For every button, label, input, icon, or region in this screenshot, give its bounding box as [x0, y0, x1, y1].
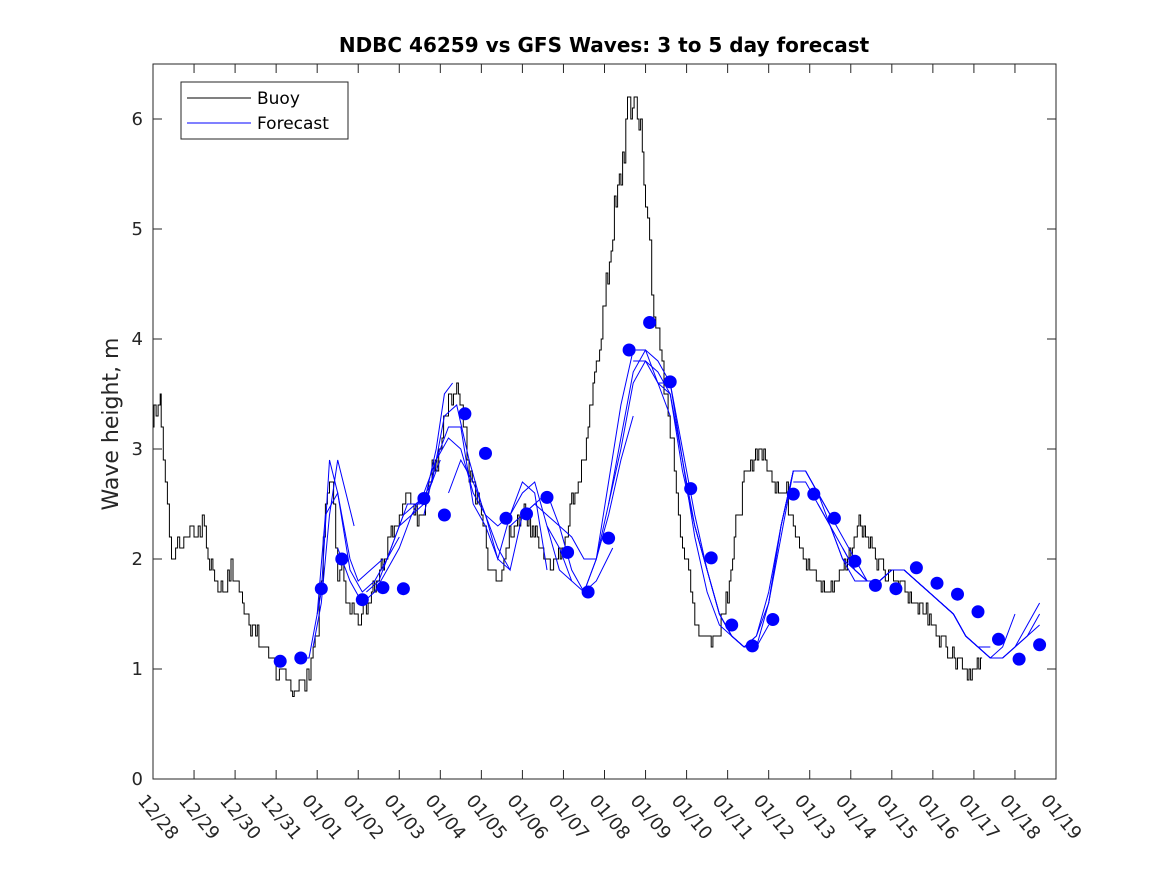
forecast-point — [479, 446, 492, 460]
legend-forecast-label: Forecast — [257, 114, 329, 134]
forecast-point — [807, 487, 821, 501]
forecast-point — [458, 407, 472, 421]
forecast-run-line — [608, 349, 745, 648]
y-axis-label: Wave height, m — [99, 338, 124, 511]
forecast-point — [520, 507, 533, 521]
y-tick-label: 2 — [132, 549, 143, 570]
y-tick-label: 1 — [132, 659, 143, 680]
y-tick-label: 4 — [132, 329, 143, 350]
forecast-point — [335, 552, 349, 566]
forecast-run-line — [316, 491, 400, 615]
forecast-point — [971, 605, 985, 619]
forecast-run-line — [398, 426, 511, 571]
forecast-point — [684, 482, 698, 496]
legend-box — [180, 81, 349, 140]
verification-points — [273, 316, 1047, 668]
forecast-point — [417, 492, 431, 505]
y-tick-label: 0 — [132, 769, 143, 790]
forecast-point — [314, 582, 328, 596]
forecast-point — [930, 576, 944, 590]
legend-buoy-label: Buoy — [257, 89, 300, 109]
forecast-point — [848, 554, 862, 568]
legend: Buoy Forecast — [180, 81, 349, 140]
forecast-point — [376, 581, 390, 595]
forecast-point — [499, 511, 513, 525]
forecast-run-line — [940, 602, 1040, 659]
forecast-point — [868, 578, 882, 592]
y-tick-label: 5 — [132, 219, 143, 240]
forecast-point — [602, 531, 616, 545]
forecast-point — [704, 551, 718, 565]
forecast-point — [643, 316, 657, 329]
y-tick-label: 3 — [132, 439, 143, 460]
forecast-run-line — [312, 459, 355, 648]
forecast-point — [663, 375, 677, 389]
forecast-point — [355, 593, 369, 607]
forecast-point — [1012, 652, 1026, 666]
forecast-point — [622, 343, 636, 357]
forecast-point — [786, 487, 800, 501]
forecast-point — [951, 587, 964, 601]
y-tick-label: 6 — [132, 109, 143, 130]
chart-title: NDBC 46259 vs GFS Waves: 3 to 5 day fore… — [339, 33, 870, 57]
forecast-point — [827, 511, 841, 525]
forecast-point — [745, 639, 759, 653]
forecast-point — [1033, 638, 1047, 652]
buoy-series — [153, 96, 983, 697]
forecast-point — [909, 561, 923, 575]
forecast-point — [992, 632, 1005, 646]
forecast-point — [725, 618, 739, 632]
forecast-point — [561, 545, 575, 559]
forecast-point — [889, 582, 903, 596]
y-axis: 0 1 2 3 4 5 6 — [132, 109, 1056, 790]
forecast-point — [294, 651, 308, 665]
forecast-run-line — [509, 415, 634, 560]
forecast-run-line — [546, 349, 671, 593]
forecast-point — [437, 508, 451, 522]
forecast-point — [273, 654, 287, 668]
forecast-point — [766, 613, 780, 626]
plot-area — [152, 63, 1057, 780]
buoy-line — [153, 96, 983, 697]
forecast-point — [540, 490, 554, 504]
forecast-point — [581, 585, 595, 599]
forecast-point — [396, 582, 410, 596]
